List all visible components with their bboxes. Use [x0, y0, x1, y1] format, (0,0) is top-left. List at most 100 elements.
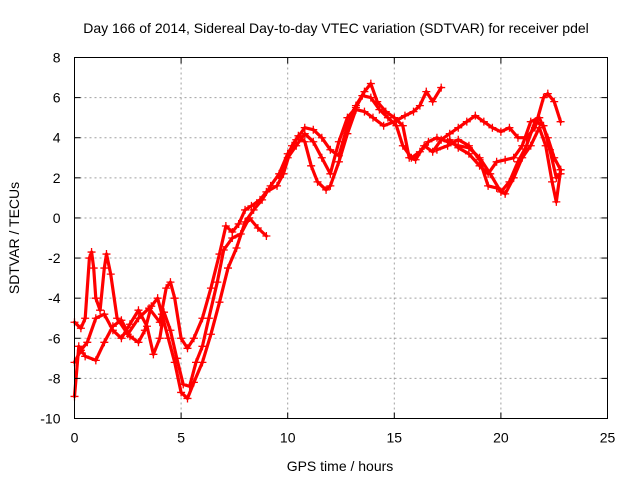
data-point-marker	[155, 334, 164, 343]
data-point-marker	[375, 105, 384, 114]
data-point-marker	[492, 157, 501, 166]
y-tick-label: -6	[48, 330, 61, 346]
data-point-marker	[428, 97, 437, 106]
data-point-marker	[206, 330, 215, 339]
data-point-marker	[224, 264, 233, 273]
x-tick-label: 0	[71, 430, 79, 446]
data-point-marker	[177, 334, 186, 343]
data-point-marker	[108, 322, 117, 331]
data-point-marker	[366, 93, 375, 102]
x-tick-label: 15	[387, 430, 403, 446]
data-point-marker	[134, 338, 143, 347]
data-point-marker	[189, 334, 198, 343]
plot-frame	[74, 57, 608, 419]
data-point-marker	[177, 388, 186, 397]
x-tick-label: 25	[600, 430, 616, 446]
data-point-marker	[204, 314, 213, 323]
data-point-marker	[317, 133, 326, 142]
data-point-marker	[283, 153, 292, 162]
data-point-marker	[415, 101, 424, 110]
data-point-marker	[183, 344, 192, 353]
data-point-marker	[106, 270, 115, 279]
data-point-marker	[343, 113, 352, 122]
data-point-marker	[206, 284, 215, 293]
data-point-marker	[484, 181, 493, 190]
data-point-marker	[368, 113, 377, 122]
data-point-marker	[170, 294, 179, 303]
data-point-marker	[326, 145, 335, 154]
data-point-marker	[556, 117, 565, 126]
data-point-marker	[125, 332, 134, 341]
data-point-marker	[509, 153, 518, 162]
y-tick-label: 8	[53, 50, 61, 66]
data-point-marker	[358, 91, 367, 100]
data-point-marker	[317, 153, 326, 162]
x-tick-label: 20	[493, 430, 509, 446]
data-point-marker	[81, 314, 90, 323]
data-point-marker	[300, 129, 309, 138]
data-point-marker	[100, 338, 109, 347]
data-series-group	[70, 79, 565, 403]
data-point-marker	[322, 185, 331, 194]
data-point-marker	[113, 314, 122, 323]
data-point-marker	[539, 93, 548, 102]
data-point-marker	[76, 324, 85, 333]
data-point-marker	[228, 234, 237, 242]
series-markers	[70, 79, 565, 403]
data-point-marker	[464, 141, 473, 150]
data-point-marker	[351, 103, 360, 112]
series-trace	[448, 116, 563, 176]
data-point-marker	[392, 121, 401, 130]
series-markers	[445, 113, 565, 178]
series-track-3	[70, 79, 565, 403]
data-point-marker	[313, 177, 322, 186]
data-point-marker	[91, 294, 100, 303]
data-point-marker	[366, 79, 375, 88]
data-point-marker	[309, 137, 318, 146]
data-point-marker	[219, 246, 228, 255]
data-point-marker	[262, 231, 271, 240]
data-point-marker	[157, 310, 166, 319]
y-tick-label: 6	[53, 90, 61, 106]
data-point-marker	[189, 378, 198, 387]
data-point-marker	[213, 278, 222, 287]
data-point-marker	[85, 254, 94, 263]
data-point-marker	[253, 223, 262, 232]
data-point-marker	[91, 356, 100, 365]
data-point-marker	[475, 161, 484, 170]
data-point-marker	[166, 278, 175, 287]
data-point-marker	[501, 189, 510, 198]
data-point-marker	[428, 147, 437, 156]
data-point-marker	[232, 244, 241, 253]
data-point-marker	[496, 127, 505, 136]
data-point-marker	[437, 83, 446, 92]
data-point-marker	[221, 221, 230, 230]
data-point-marker	[541, 141, 550, 150]
data-point-marker	[81, 352, 90, 361]
data-point-marker	[535, 113, 544, 122]
data-point-marker	[509, 173, 518, 182]
data-point-marker	[258, 195, 267, 204]
data-point-marker	[471, 111, 480, 120]
series-trace	[72, 82, 563, 400]
grid-lines	[74, 57, 608, 419]
y-axis-label: SDTVAR / TECUs	[6, 182, 22, 294]
data-point-marker	[526, 117, 535, 126]
data-point-marker	[411, 155, 420, 164]
data-point-marker	[83, 338, 92, 347]
data-point-marker	[183, 394, 192, 403]
y-tick-label: 4	[53, 130, 61, 146]
data-point-marker	[307, 161, 316, 170]
data-point-marker	[501, 155, 510, 164]
series-track-6	[445, 113, 565, 178]
y-tick-label: -10	[40, 411, 60, 427]
data-point-marker	[125, 320, 134, 329]
x-tick-label: 10	[280, 430, 296, 446]
data-point-marker	[215, 298, 224, 307]
data-point-marker	[170, 358, 179, 367]
data-point-marker	[96, 306, 105, 315]
data-point-marker	[300, 137, 309, 146]
y-tick-label: -4	[48, 290, 61, 306]
data-point-marker	[556, 165, 565, 174]
